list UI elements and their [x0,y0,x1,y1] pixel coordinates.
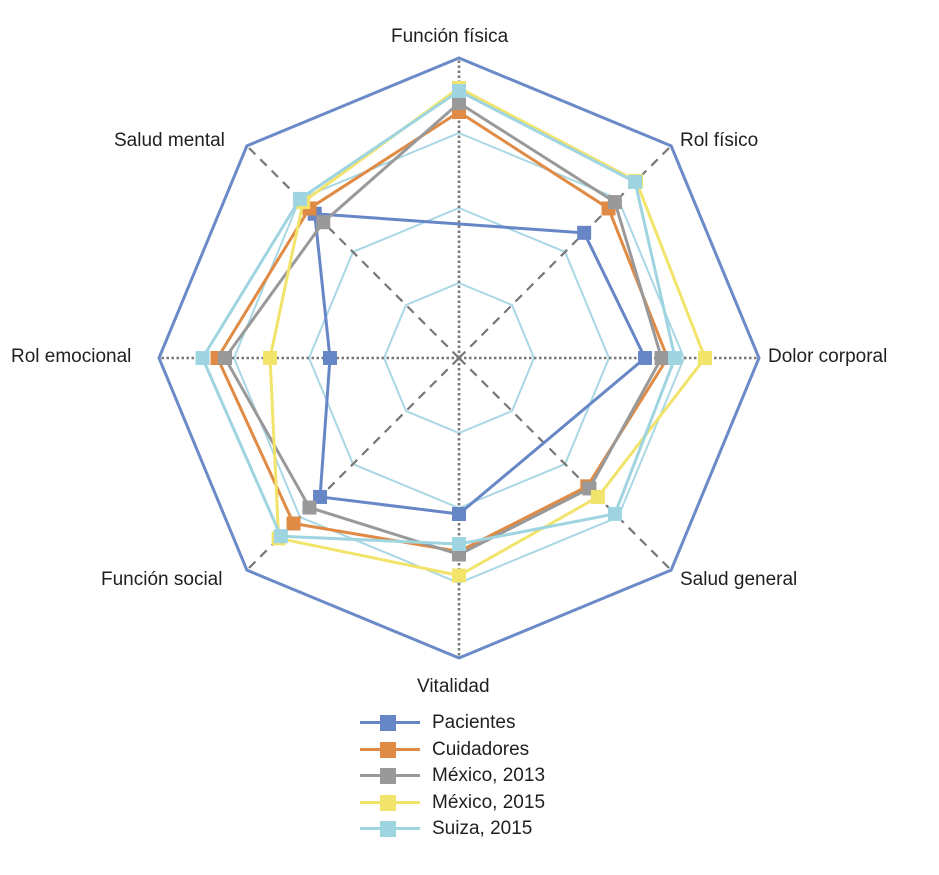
data-point-marker [452,84,466,98]
legend-label: Pacientes [432,712,516,734]
data-point-marker [195,351,210,365]
outer-frame [157,56,761,660]
axis-label-vitalidad: Vitalidad [417,676,490,697]
data-point-marker [654,351,669,365]
data-point-marker [292,191,307,206]
axis-label-dolor-corporal: Dolor corporal [768,346,888,367]
legend-label: México, 2013 [432,765,546,787]
axis-label-rol-emocional: Rol emocional [11,346,132,367]
legend-swatch-icon [360,794,420,811]
axis-label-rol-fisico: Rol físico [680,130,759,151]
axis-spoke [458,357,672,571]
data-point-marker [302,500,317,515]
legend-item-pacientes: Pacientes [360,710,545,737]
axis-label-salud-mental: Salud mental [114,130,225,151]
legend-label: Suiza, 2015 [432,818,533,840]
data-point-marker [668,351,682,365]
data-point-marker [607,506,622,521]
data-point-marker [698,351,712,365]
series-line [268,86,707,577]
legend-swatch-icon [360,821,420,838]
legend-item-suiza-2015: Suiza, 2015 [360,816,545,843]
axis-spoke [246,145,460,359]
legend-swatch-icon [360,715,420,732]
data-point-marker [218,351,232,365]
legend-swatch-icon [360,741,420,758]
data-point-marker [628,174,643,189]
data-point-marker [452,507,466,521]
legend-item-mexico-2015: México, 2015 [360,790,545,817]
legend-item-mexico-2013: México, 2013 [360,763,545,790]
data-point-marker [452,537,466,551]
axis-spoke [458,145,672,359]
axis-label-funcion-fisica: Función física [391,26,509,47]
data-point-marker [316,215,331,230]
legend-swatch-icon [360,768,420,785]
axis-label-funcion-social: Función social [101,569,223,590]
data-point-marker [590,489,605,504]
axis-spoke [246,357,460,571]
data-point-marker [323,351,337,365]
legend-item-cuidadores: Cuidadores [360,737,545,764]
data-point-marker [577,225,592,240]
legend-label: México, 2015 [432,791,546,813]
data-point-marker [313,489,328,504]
data-point-marker [263,351,277,365]
data-point-marker [286,516,301,531]
data-point-marker [452,96,466,110]
axis-label-salud-general: Salud general [680,569,798,590]
data-point-marker [638,351,652,365]
legend-label: Cuidadores [432,738,530,760]
data-point-marker [273,529,288,544]
series-line [216,110,669,553]
data-point-marker [607,195,622,210]
legend: Pacientes Cuidadores México, 2013 México… [360,710,545,843]
data-point-marker [452,568,466,583]
